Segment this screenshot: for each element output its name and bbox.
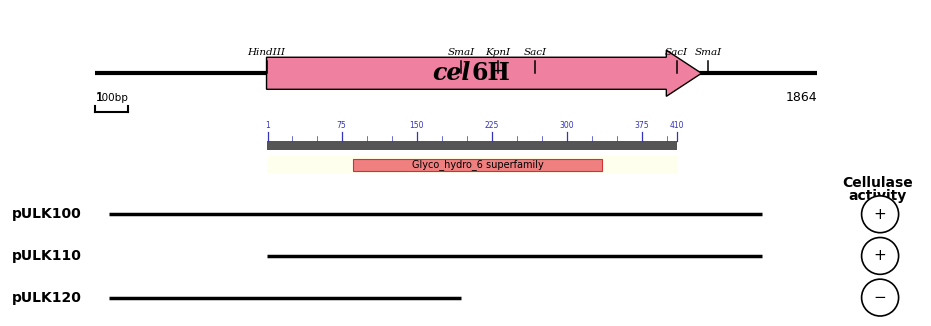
Text: 1864: 1864	[786, 91, 817, 104]
Text: 75: 75	[337, 121, 346, 130]
Text: SmaI: SmaI	[695, 48, 722, 57]
Text: 1: 1	[95, 91, 103, 104]
Ellipse shape	[861, 238, 898, 274]
Text: 375: 375	[634, 121, 649, 130]
Text: 225: 225	[484, 121, 499, 130]
Text: SacI: SacI	[523, 48, 546, 57]
Bar	[353, 158, 602, 171]
Text: 6H: 6H	[471, 61, 510, 85]
Text: 410: 410	[669, 121, 683, 130]
Text: 300: 300	[560, 121, 573, 130]
Text: 1: 1	[265, 121, 270, 130]
Text: KpnI: KpnI	[485, 48, 510, 57]
Text: HindIII: HindIII	[248, 48, 286, 57]
Text: SacI: SacI	[665, 48, 688, 57]
Ellipse shape	[861, 279, 898, 316]
Text: 100bp: 100bp	[95, 93, 128, 103]
Text: +: +	[873, 248, 886, 263]
Text: Glyco_hydro_6 superfamily: Glyco_hydro_6 superfamily	[412, 159, 544, 170]
Text: Cellulase: Cellulase	[842, 176, 912, 190]
Text: SmaI: SmaI	[447, 48, 475, 57]
Text: pULK120: pULK120	[12, 290, 82, 304]
Text: pULK100: pULK100	[12, 207, 82, 221]
Text: activity: activity	[848, 189, 907, 203]
Text: cel: cel	[433, 61, 471, 85]
Bar	[266, 141, 677, 150]
Text: 150: 150	[410, 121, 424, 130]
Ellipse shape	[861, 196, 898, 233]
Text: +: +	[873, 207, 886, 222]
Bar	[266, 156, 677, 173]
Text: −: −	[873, 290, 886, 305]
Text: pULK110: pULK110	[12, 249, 82, 263]
Polygon shape	[266, 50, 701, 96]
